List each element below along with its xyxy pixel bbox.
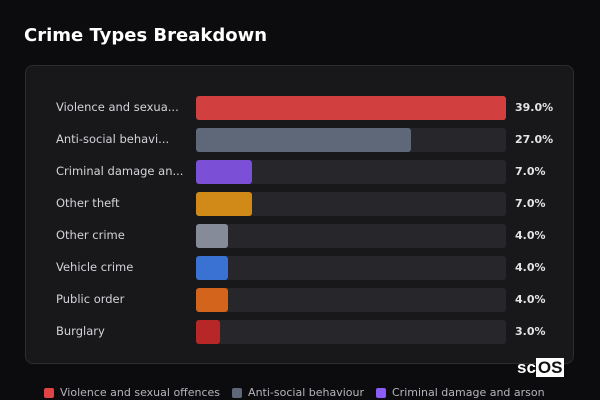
chart-panel: Violence and sexua... 39.0% Anti-social b… [25,65,574,364]
bar-track [196,224,506,248]
bar-value-label: 27.0% [515,133,554,146]
bar-value-label: 4.0% [515,229,546,242]
bar-label: Anti-social behavi... [56,132,170,146]
bar [196,288,228,312]
bar-track [196,160,506,184]
bar-label: Other crime [56,228,125,242]
bar-track [196,192,506,216]
bar-value-label: 3.0% [515,325,546,338]
legend-item: Anti-social behaviour [232,386,364,399]
bar [196,320,220,344]
bar [196,96,506,120]
bar-label: Public order [56,292,125,306]
bar-track [196,256,506,280]
legend: Violence and sexual offences Anti-social … [44,386,545,399]
bar-label: Other theft [56,196,120,210]
bar-value-label: 39.0% [515,101,554,114]
bar-track [196,288,506,312]
bar-row: Other theft 7.0% [26,192,573,216]
bar-value-label: 4.0% [515,293,546,306]
bar-row: Burglary 3.0% [26,320,573,344]
bar [196,128,411,152]
bar-track [196,96,506,120]
chart-title: Crime Types Breakdown [24,25,268,46]
legend-item: Violence and sexual offences [44,386,220,399]
bar-value-label: 7.0% [515,165,546,178]
bar-label: Vehicle crime [56,260,134,274]
bar-row: Criminal damage an... 7.0% [26,160,573,184]
bar-track [196,128,506,152]
bar-row: Other crime 4.0% [26,224,573,248]
legend-label: Violence and sexual offences [60,386,221,399]
scos-logo: sc OS [517,358,565,377]
bar-value-label: 4.0% [515,261,546,274]
bar-label: Criminal damage an... [56,164,184,178]
legend-item: Criminal damage and arson [376,386,545,399]
bar [196,224,228,248]
bar-track [196,320,506,344]
bar-row: Violence and sexua... 39.0% [26,96,573,120]
legend-swatch [376,387,386,398]
bar [196,160,252,184]
legend-label: Anti-social behaviour [248,386,364,399]
bar-row: Anti-social behavi... 27.0% [26,128,573,152]
bar-row: Vehicle crime 4.0% [26,256,573,280]
bar-value-label: 7.0% [515,197,546,210]
bar [196,256,228,280]
bar-label: Burglary [56,324,105,338]
bar-label: Violence and sexua... [56,100,179,114]
bar-row: Public order 4.0% [26,288,573,312]
legend-label: Criminal damage and arson [392,386,545,399]
legend-swatch [44,387,54,398]
legend-swatch [232,387,243,398]
bar [196,192,252,216]
